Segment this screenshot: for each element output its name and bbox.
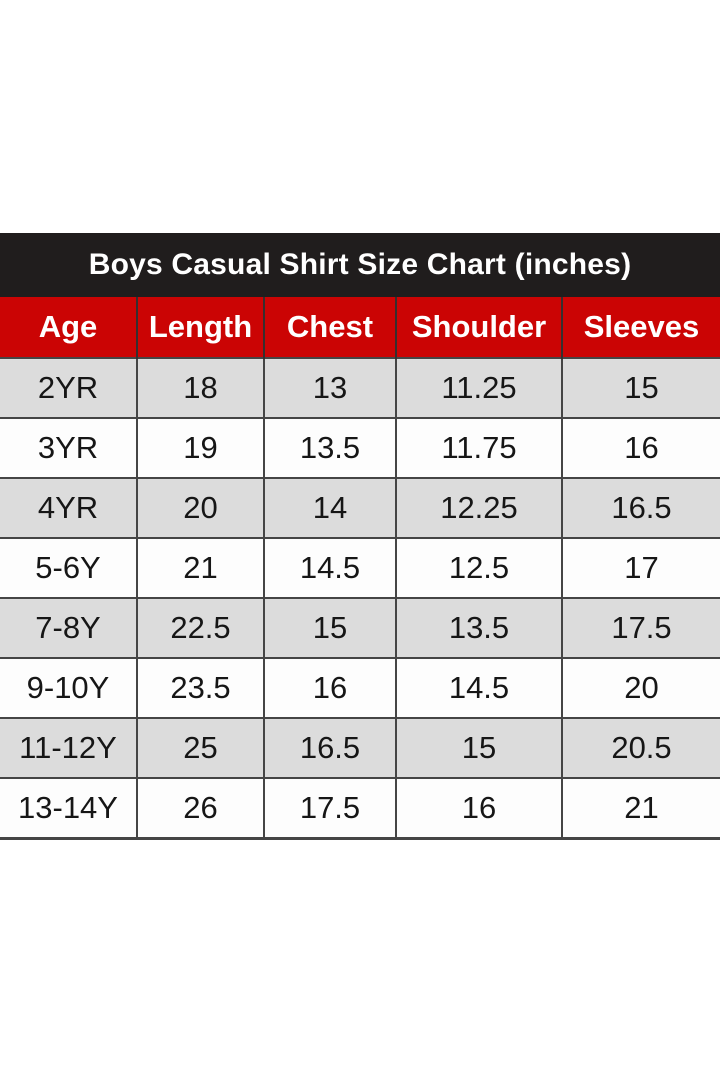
cell-sleeves: 20.5: [561, 717, 720, 778]
table-row: 9-10Y 23.5 16 14.5 20: [0, 657, 720, 718]
cell-chest: 17.5: [263, 777, 396, 839]
table-row: 4YR 20 14 12.25 16.5: [0, 477, 720, 538]
cell-length: 20: [136, 477, 264, 538]
cell-age: 11-12Y: [0, 717, 137, 778]
chart-title: Boys Casual Shirt Size Chart (inches): [88, 248, 632, 281]
cell-shoulder: 11.75: [395, 417, 562, 478]
cell-age: 3YR: [0, 417, 137, 478]
cell-shoulder: 12.25: [395, 477, 562, 538]
cell-chest: 14: [263, 477, 396, 538]
column-header-shoulder: Shoulder: [395, 297, 562, 358]
cell-shoulder: 15: [395, 717, 562, 778]
table-row: 3YR 19 13.5 11.75 16: [0, 417, 720, 478]
cell-chest: 16.5: [263, 717, 396, 778]
column-header-chest: Chest: [263, 297, 396, 358]
cell-shoulder: 11.25: [395, 357, 562, 418]
table-row: 5-6Y 21 14.5 12.5 17: [0, 537, 720, 598]
cell-sleeves: 17: [561, 537, 720, 598]
table-row: 11-12Y 25 16.5 15 20.5: [0, 717, 720, 778]
cell-length: 26: [136, 777, 264, 839]
cell-chest: 13: [263, 357, 396, 418]
table-row: 13-14Y 26 17.5 16 21: [0, 777, 720, 839]
table-row: 7-8Y 22.5 15 13.5 17.5: [0, 597, 720, 658]
cell-shoulder: 16: [395, 777, 562, 839]
cell-length: 19: [136, 417, 264, 478]
cell-sleeves: 16.5: [561, 477, 720, 538]
cell-age: 2YR: [0, 357, 137, 418]
cell-sleeves: 17.5: [561, 597, 720, 658]
cell-age: 9-10Y: [0, 657, 137, 718]
cell-age: 13-14Y: [0, 777, 137, 839]
cell-shoulder: 12.5: [395, 537, 562, 598]
size-table: Age Length Chest Shoulder Sleeves 2YR 18…: [0, 297, 720, 840]
table-row: 2YR 18 13 11.25 15: [0, 357, 720, 418]
cell-length: 21: [136, 537, 264, 598]
cell-length: 18: [136, 357, 264, 418]
cell-chest: 16: [263, 657, 396, 718]
chart-title-bar: Boys Casual Shirt Size Chart (inches): [0, 233, 720, 297]
column-header-length: Length: [136, 297, 264, 358]
cell-age: 5-6Y: [0, 537, 137, 598]
cell-length: 22.5: [136, 597, 264, 658]
cell-sleeves: 15: [561, 357, 720, 418]
cell-sleeves: 16: [561, 417, 720, 478]
cell-age: 7-8Y: [0, 597, 137, 658]
cell-sleeves: 21: [561, 777, 720, 839]
header-row: Age Length Chest Shoulder Sleeves: [0, 297, 720, 358]
cell-chest: 13.5: [263, 417, 396, 478]
size-chart: Boys Casual Shirt Size Chart (inches) Ag…: [0, 233, 720, 840]
cell-chest: 15: [263, 597, 396, 658]
column-header-age: Age: [0, 297, 137, 358]
cell-sleeves: 20: [561, 657, 720, 718]
cell-shoulder: 13.5: [395, 597, 562, 658]
cell-length: 23.5: [136, 657, 264, 718]
cell-length: 25: [136, 717, 264, 778]
cell-chest: 14.5: [263, 537, 396, 598]
cell-age: 4YR: [0, 477, 137, 538]
column-header-sleeves: Sleeves: [561, 297, 720, 358]
cell-shoulder: 14.5: [395, 657, 562, 718]
